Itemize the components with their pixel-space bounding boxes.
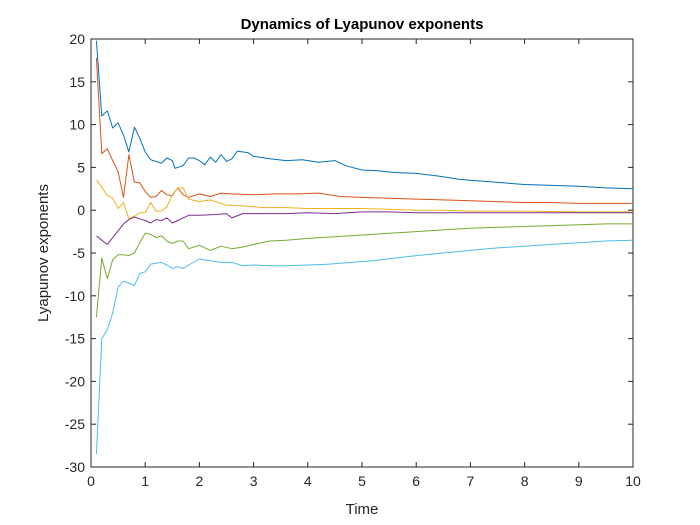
x-tick-label: 6	[412, 473, 420, 489]
y-tick-label: -20	[65, 373, 85, 389]
chart-title: Dynamics of Lyapunov exponents	[241, 16, 484, 33]
x-tick-label: 10	[625, 473, 641, 489]
y-tick-label: -25	[65, 416, 85, 432]
y-tick-label: 10	[69, 117, 85, 133]
series-layer	[95, 40, 634, 455]
y-tick-label: 0	[77, 202, 85, 218]
x-tick-label: 4	[304, 473, 312, 489]
y-tick-label: -30	[65, 459, 85, 475]
x-tick-label: 9	[575, 473, 583, 489]
series-line-1	[95, 40, 634, 190]
x-tick-label: 7	[467, 473, 475, 489]
x-tick-label: 1	[141, 473, 149, 489]
x-tick-label: 5	[358, 473, 366, 489]
series-line-4	[96, 211, 633, 245]
y-tick-label: -5	[73, 245, 86, 261]
x-axis-label: Time	[346, 501, 379, 518]
y-tick-label: 5	[77, 159, 85, 175]
y-tick-label: 15	[69, 74, 85, 90]
x-tick-label: 0	[87, 473, 95, 489]
x-tick-label: 3	[250, 473, 258, 489]
y-tick-label: -15	[65, 331, 85, 347]
series-line-5	[95, 223, 633, 318]
x-tick-label: 2	[196, 473, 204, 489]
y-axis-label: Lyapunov exponents	[35, 184, 52, 322]
axis-ticks: 0 1 2 3 4 5 6 7 8 9 10 -30 -25 -20 -15 -10 -5 0 5 10 15 20	[65, 31, 641, 489]
series-line-6	[95, 239, 634, 455]
y-tick-label: 20	[69, 31, 85, 47]
series-line-3	[96, 179, 633, 220]
x-tick-label: 8	[521, 473, 529, 489]
series-line-2	[95, 57, 633, 204]
plot-area	[90, 38, 634, 468]
y-tick-label: -10	[65, 288, 85, 304]
